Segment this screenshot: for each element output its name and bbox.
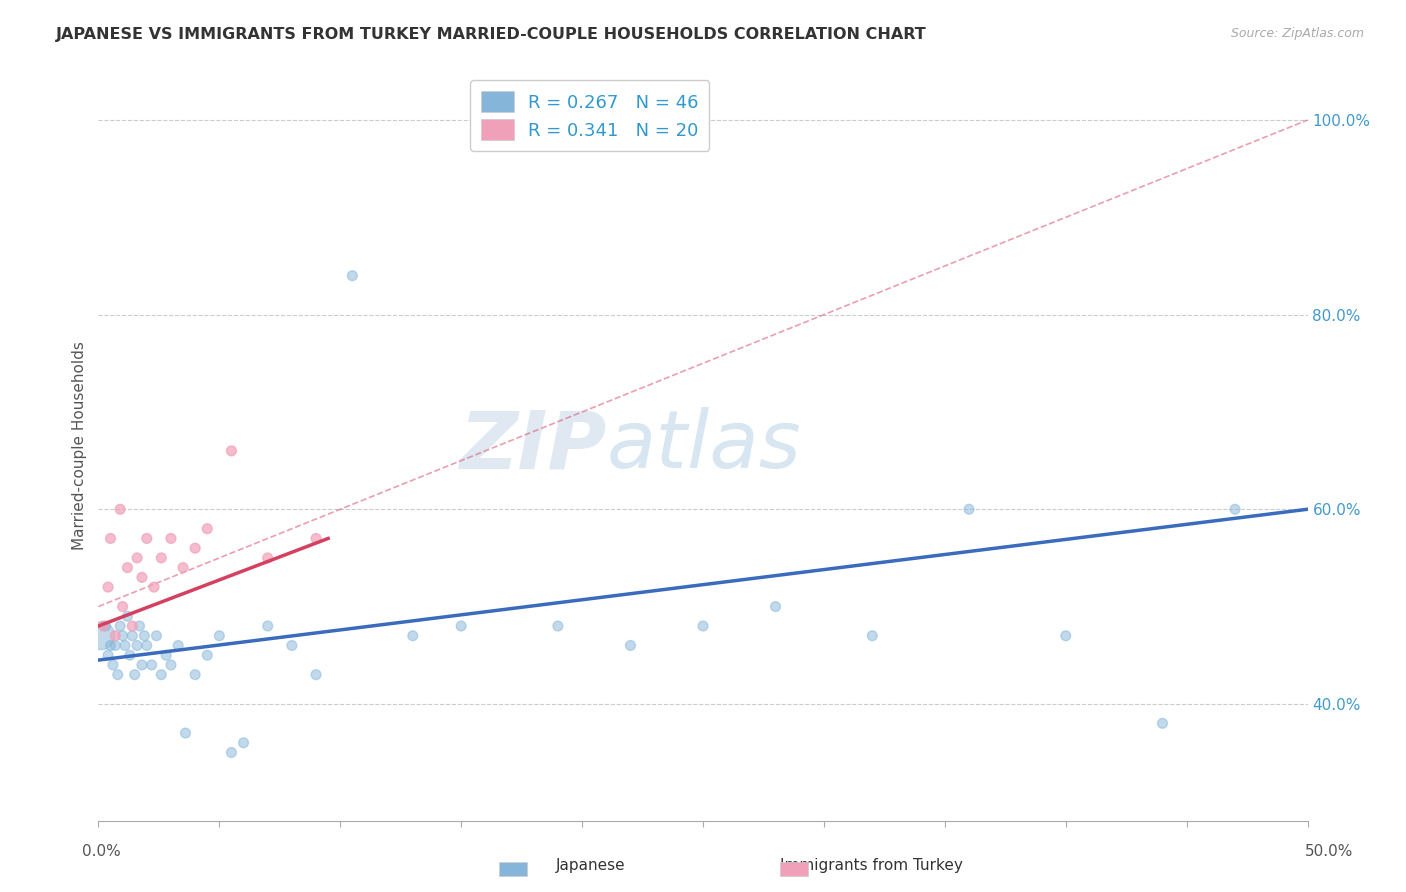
- Point: [104, 629, 127, 643]
- Point: [184, 667, 207, 681]
- Text: Immigrants from Turkey: Immigrants from Turkey: [780, 858, 963, 872]
- Point: [1152, 716, 1174, 731]
- Point: [104, 639, 127, 653]
- Point: [124, 667, 146, 681]
- Point: [167, 639, 190, 653]
- Point: [118, 648, 141, 663]
- Point: [101, 657, 124, 672]
- Point: [134, 629, 156, 643]
- Point: [91, 619, 114, 633]
- Point: [195, 648, 218, 663]
- Point: [160, 532, 183, 546]
- Point: [160, 657, 183, 672]
- Text: Source: ZipAtlas.com: Source: ZipAtlas.com: [1230, 27, 1364, 40]
- Point: [121, 629, 143, 643]
- Point: [957, 502, 980, 516]
- Text: atlas: atlas: [606, 407, 801, 485]
- Point: [117, 560, 139, 574]
- Point: [860, 629, 883, 643]
- Point: [111, 599, 134, 614]
- Point: [121, 619, 143, 633]
- Point: [117, 609, 139, 624]
- Text: 50.0%: 50.0%: [1305, 845, 1353, 859]
- Point: [174, 726, 197, 740]
- Point: [281, 639, 304, 653]
- Text: JAPANESE VS IMMIGRANTS FROM TURKEY MARRIED-COUPLE HOUSEHOLDS CORRELATION CHART: JAPANESE VS IMMIGRANTS FROM TURKEY MARRI…: [56, 27, 927, 42]
- Point: [692, 619, 714, 633]
- Point: [108, 619, 131, 633]
- Point: [128, 619, 150, 633]
- Point: [195, 522, 218, 536]
- Point: [127, 550, 149, 565]
- Point: [97, 580, 120, 594]
- Point: [97, 648, 120, 663]
- Point: [547, 619, 569, 633]
- Point: [221, 443, 243, 458]
- Point: [100, 532, 122, 546]
- Text: Japanese: Japanese: [555, 858, 626, 872]
- Point: [402, 629, 425, 643]
- Point: [1054, 629, 1077, 643]
- Point: [145, 629, 167, 643]
- Point: [256, 550, 278, 565]
- Point: [131, 570, 153, 584]
- Legend: R = 0.267   N = 46, R = 0.341   N = 20: R = 0.267 N = 46, R = 0.341 N = 20: [470, 80, 709, 151]
- Point: [94, 619, 117, 633]
- Point: [107, 667, 129, 681]
- Point: [172, 560, 194, 574]
- Point: [135, 532, 157, 546]
- Point: [150, 550, 173, 565]
- Point: [131, 657, 153, 672]
- Point: [450, 619, 472, 633]
- Point: [127, 639, 149, 653]
- Text: ZIP: ZIP: [458, 407, 606, 485]
- Point: [100, 639, 122, 653]
- Point: [1223, 502, 1246, 516]
- Text: 0.0%: 0.0%: [82, 845, 121, 859]
- Point: [342, 268, 364, 283]
- Point: [150, 667, 173, 681]
- Point: [221, 746, 243, 760]
- Point: [619, 639, 641, 653]
- Point: [143, 580, 166, 594]
- Point: [90, 629, 112, 643]
- Point: [232, 736, 254, 750]
- Point: [184, 541, 207, 556]
- Point: [305, 667, 328, 681]
- Point: [208, 629, 231, 643]
- Point: [305, 532, 328, 546]
- Point: [114, 639, 136, 653]
- Point: [111, 629, 134, 643]
- Point: [765, 599, 787, 614]
- Point: [155, 648, 177, 663]
- Point: [108, 502, 131, 516]
- Point: [141, 657, 163, 672]
- Point: [256, 619, 278, 633]
- Y-axis label: Married-couple Households: Married-couple Households: [72, 342, 87, 550]
- Point: [135, 639, 157, 653]
